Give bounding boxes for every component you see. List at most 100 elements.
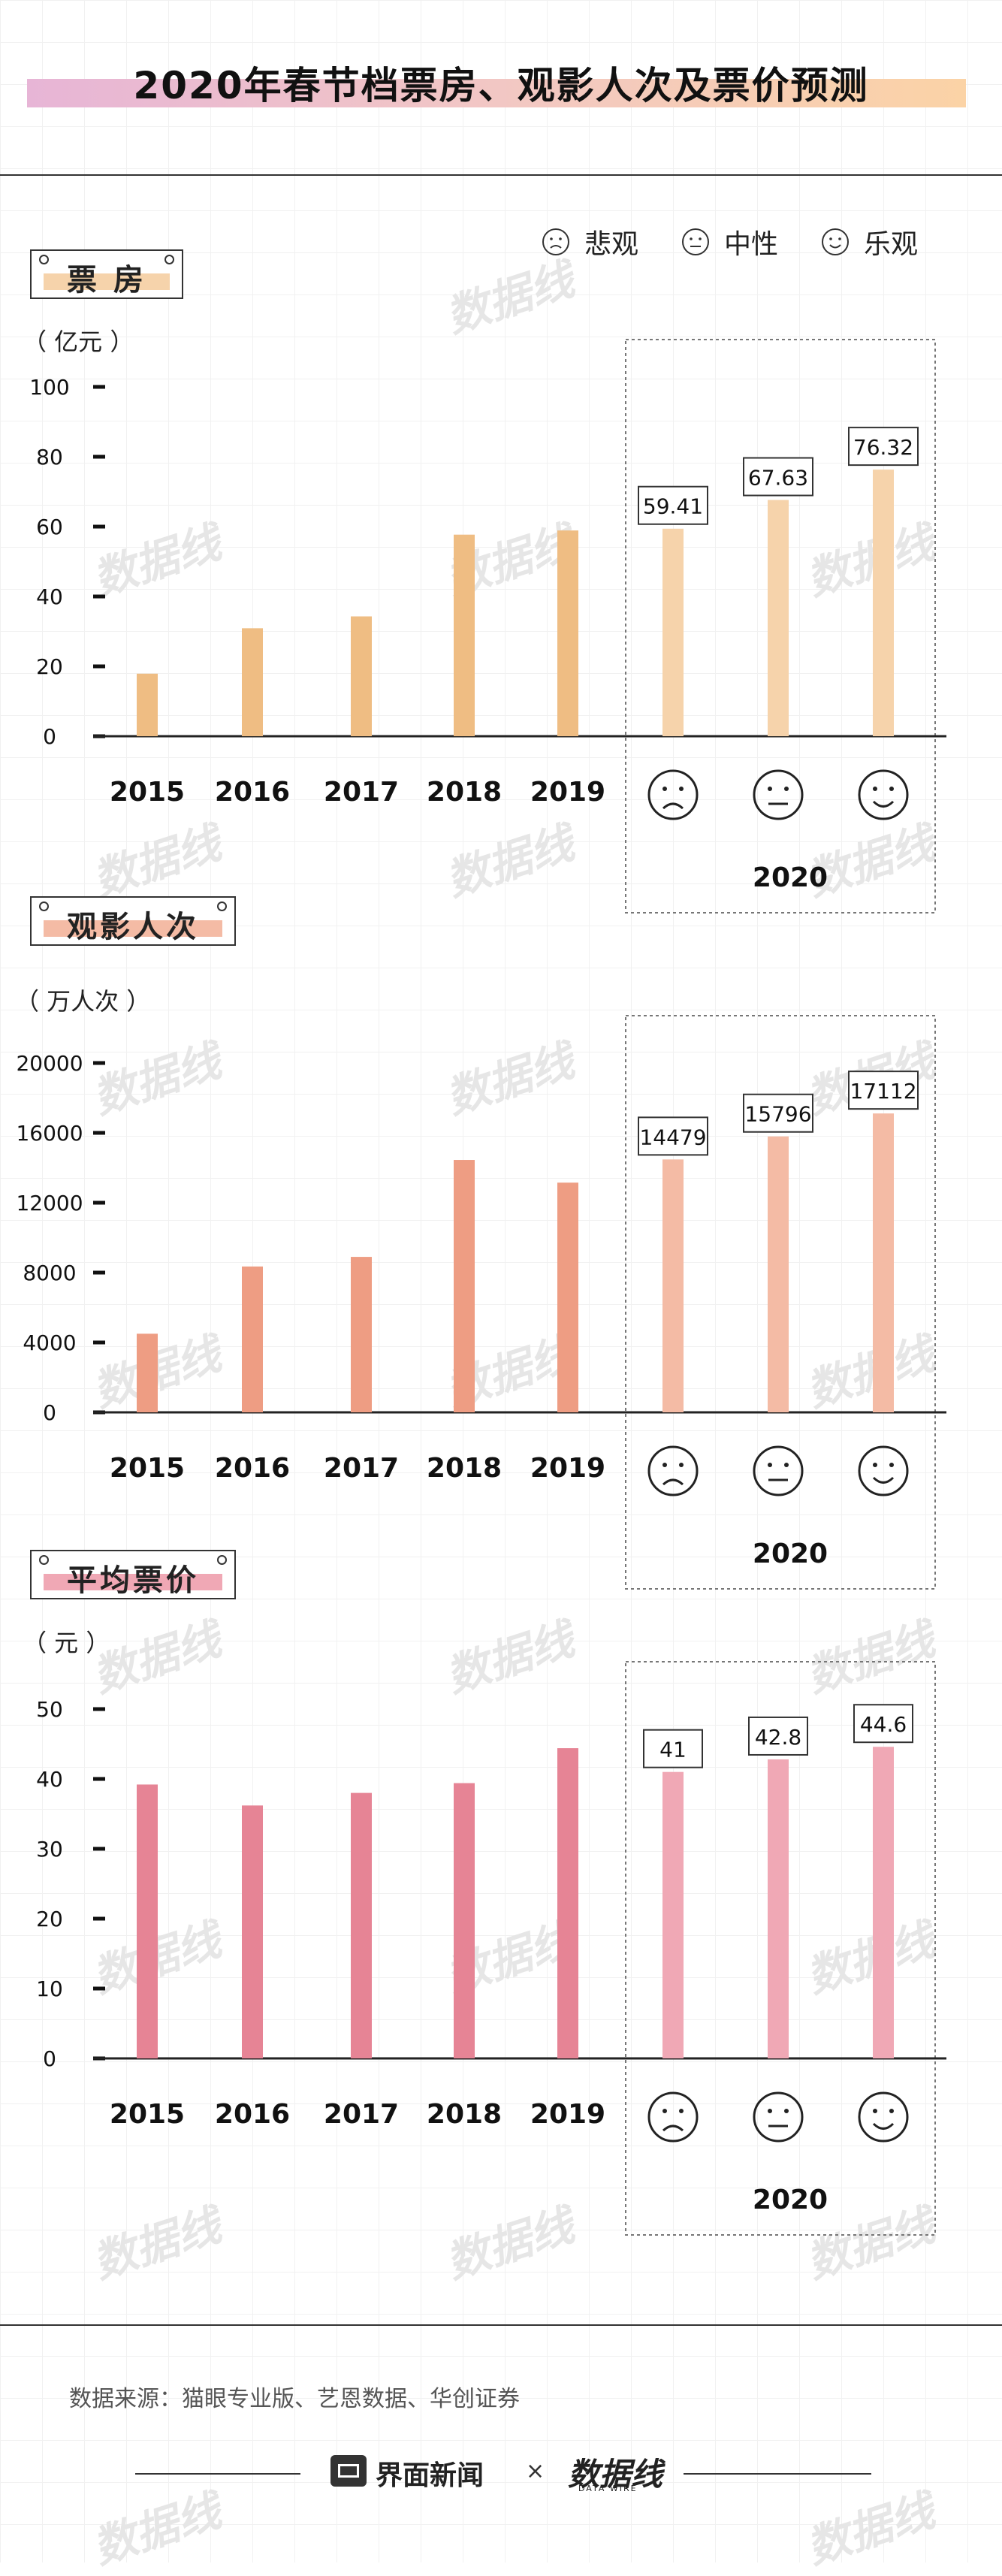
bar-2018 — [454, 534, 475, 736]
face-mouth — [872, 1476, 895, 1484]
label-highlight — [44, 920, 222, 937]
x-tick-label: 2017 — [324, 1453, 399, 1484]
bar-2020-happy — [873, 470, 894, 736]
sad-face-icon — [647, 1445, 699, 1496]
happy-face-icon — [822, 228, 850, 255]
y-tick-label: 12000 — [16, 1191, 83, 1216]
top-divider — [0, 174, 1002, 176]
value-label-box — [643, 1729, 703, 1768]
brand-line-right — [684, 2473, 871, 2475]
y-tick-label: 0 — [43, 724, 56, 749]
bar-2016 — [242, 1805, 263, 2058]
bar-2015 — [137, 673, 158, 736]
x-tick-label: 2016 — [215, 1453, 290, 1484]
forecast-box — [625, 1015, 936, 1590]
face-outline — [753, 1445, 804, 1496]
bar-2017 — [351, 1792, 372, 2058]
x-tick-label: 2015 — [110, 777, 185, 808]
label-highlight — [44, 1574, 222, 1590]
value-label: 67.63 — [748, 466, 808, 491]
x-tick-label: 2018 — [427, 2099, 502, 2130]
value-label-box — [748, 1716, 808, 1756]
bar-2020-neutral — [768, 1136, 789, 1412]
value-label: 42.8 — [755, 1725, 801, 1750]
brand-right-sub: DATA WIRE — [578, 2484, 638, 2493]
bar-2020-sad — [662, 1159, 684, 1412]
x-tick-label: 2019 — [530, 1453, 605, 1484]
bar-2019 — [557, 1182, 578, 1412]
face-eye — [768, 787, 772, 791]
face-eye — [889, 1463, 894, 1467]
y-unit-label: （ 万人次 ） — [15, 987, 151, 1016]
value-label-box — [848, 427, 919, 467]
sad-face-icon — [542, 228, 569, 255]
forecast-group-label: 2020 — [753, 2185, 828, 2215]
neutral-face-icon — [753, 769, 804, 820]
label-dot — [164, 255, 174, 264]
forecast-group-label: 2020 — [753, 862, 828, 893]
face-eye — [679, 787, 684, 791]
face-eye — [784, 787, 789, 791]
face-mouth — [872, 2122, 895, 2130]
attendance-chart: 0 4000 8000 12000 16000 20000 2015 2016 2017 2018… — [16, 1015, 946, 1590]
y-tick-label: 30 — [36, 1837, 63, 1862]
forecast-box — [625, 339, 936, 914]
brand-bar: 界面新闻 × 数据线 DATA WIRE — [0, 2451, 1002, 2496]
value-label-box — [743, 1093, 813, 1133]
bar-2020-neutral — [768, 500, 789, 736]
bar-2015 — [137, 1784, 158, 2058]
brand-separator: × — [526, 2458, 545, 2484]
y-unit-label: （ 亿元 ） — [23, 328, 134, 356]
face-eye — [889, 2109, 894, 2113]
face-outline — [647, 1445, 699, 1496]
bar-2019 — [557, 530, 578, 736]
x-tick-label: 2017 — [324, 777, 399, 808]
bar-2019 — [557, 1748, 578, 2058]
brand-left: 界面新闻 — [376, 2460, 484, 2491]
y-tick-label: 40 — [36, 584, 63, 609]
face-mouth — [662, 2125, 684, 2132]
legend-label-neutral: 中性 — [724, 229, 779, 260]
bar-2020-happy — [873, 1747, 894, 2058]
y-tick-label: 60 — [36, 515, 63, 539]
data-source: 数据来源：猫眼专业版、艺恩数据、华创证券 — [69, 2386, 520, 2412]
face-mouth — [662, 802, 684, 810]
face-outline — [858, 769, 909, 820]
y-tick-label: 80 — [36, 445, 63, 470]
face-eye — [768, 2109, 772, 2113]
face-eye — [889, 787, 894, 791]
sad-face-icon — [647, 769, 699, 820]
face-eye — [784, 2109, 789, 2113]
bar-2020-sad — [662, 528, 684, 736]
x-tick-label: 2019 — [530, 2099, 605, 2130]
neutral-face-icon — [753, 1445, 804, 1496]
x-tick-label: 2016 — [215, 2099, 290, 2130]
face-eye — [662, 1463, 667, 1467]
face-eye — [873, 1463, 877, 1467]
label-dot — [39, 255, 49, 264]
bar-2020-happy — [873, 1113, 894, 1412]
face-outline — [753, 2091, 804, 2143]
box-office-chart: 0 20 40 60 80 100 2015 2016 2017 2018 2019 59.41 67.… — [29, 339, 946, 914]
y-tick-label: 20000 — [16, 1051, 83, 1076]
label-dot — [217, 1555, 227, 1565]
x-tick-label: 2015 — [110, 1453, 185, 1484]
legend-label-pessimistic: 悲观 — [584, 229, 639, 260]
jiemian-logo-icon — [330, 2455, 367, 2487]
section-label-attendance: 观影人次 — [30, 896, 236, 946]
brand-right: 数据线 — [568, 2456, 663, 2493]
label-highlight — [44, 273, 170, 290]
value-label: 15796 — [744, 1102, 811, 1127]
face-eye — [873, 2109, 877, 2113]
bar-2018 — [454, 1160, 475, 1412]
section-title: 票 房 — [67, 263, 146, 297]
value-label-box — [853, 1704, 913, 1744]
x-tick-label: 2015 — [110, 2099, 185, 2130]
x-tick-label: 2018 — [427, 1453, 502, 1484]
avg-price-chart: 0 10 20 30 40 50 2015 2016 2017 2018 2019 41 42.8 44.… — [36, 1661, 946, 2236]
x-tick-label: 2018 — [427, 777, 502, 808]
y-tick-label: 0 — [43, 2046, 56, 2071]
value-label: 17112 — [850, 1079, 916, 1104]
value-label: 44.6 — [860, 1712, 907, 1737]
sad-face-icon — [647, 2091, 699, 2143]
